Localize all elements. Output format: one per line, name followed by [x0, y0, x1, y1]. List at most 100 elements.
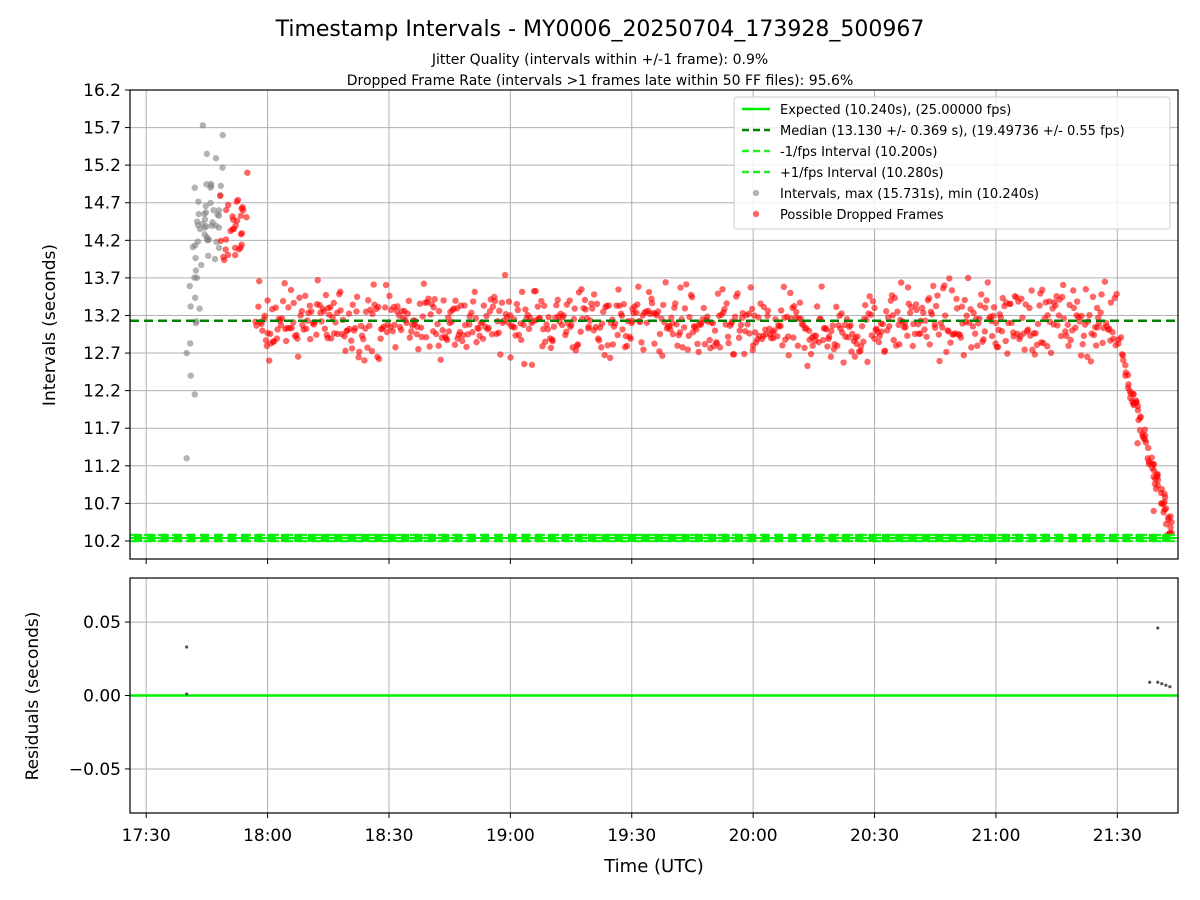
- dropped-frame-point: [1098, 291, 1105, 298]
- dropped-frame-point: [473, 338, 480, 346]
- dropped-frame-point: [238, 205, 245, 212]
- dropped-frame-point: [674, 342, 681, 349]
- dropped-frame-point: [408, 328, 415, 335]
- dropped-frame-point: [862, 301, 869, 309]
- interval-point: [186, 340, 194, 347]
- dropped-frame-point: [1161, 493, 1169, 501]
- expected-marker: [868, 533, 877, 542]
- dropped-frame-point: [977, 302, 984, 309]
- dropped-frame-point: [255, 303, 262, 310]
- expected-marker: [294, 533, 303, 542]
- dropped-frame-point: [383, 328, 391, 336]
- dropped-frame-point: [495, 329, 502, 336]
- dropped-frame-point: [1080, 332, 1088, 339]
- dropped-frame-point: [598, 344, 605, 351]
- dropped-frame-point: [922, 317, 929, 324]
- dropped-frame-point: [755, 314, 762, 321]
- dropped-frame-point: [581, 296, 589, 304]
- dropped-frame-point: [948, 287, 956, 294]
- dropped-frame-point: [785, 333, 792, 340]
- interval-point: [189, 243, 197, 251]
- dropped-frame-point: [451, 341, 459, 348]
- dropped-frame-point: [896, 341, 903, 348]
- dropped-frame-point: [587, 317, 594, 324]
- dropped-frame-point: [928, 311, 936, 318]
- dropped-frame-point: [313, 331, 320, 338]
- dropped-frame-point: [633, 309, 640, 316]
- dropped-frame-point: [894, 308, 901, 315]
- y-tick-label: 0.00: [83, 687, 121, 707]
- dropped-frame-point: [231, 251, 239, 259]
- dropped-frame-point: [256, 277, 263, 285]
- dropped-frame-point: [391, 321, 398, 329]
- x-tick-label: 18:00: [243, 826, 292, 846]
- expected-marker: [467, 533, 476, 542]
- dropped-frame-point: [406, 334, 413, 341]
- dropped-frame-point: [848, 348, 855, 355]
- dropped-frame-point: [764, 307, 772, 314]
- dropped-frame-point: [306, 302, 313, 309]
- dropped-frame-point: [353, 293, 361, 301]
- expected-marker: [521, 533, 530, 542]
- dropped-frame-point: [377, 335, 384, 342]
- dropped-frame-point: [860, 338, 867, 345]
- dropped-frame-point: [620, 300, 628, 308]
- dropped-frame-point: [434, 320, 441, 328]
- expected-marker: [334, 533, 343, 542]
- dropped-frame-point: [829, 322, 836, 329]
- dropped-frame-point: [1153, 470, 1161, 478]
- y-tick-label: 14.2: [83, 231, 121, 251]
- dropped-frame-point: [651, 340, 658, 347]
- dropped-frame-point: [544, 326, 552, 333]
- dropped-frame-point: [420, 280, 428, 287]
- dropped-frame-point: [1026, 304, 1033, 312]
- dropped-frame-point: [398, 326, 405, 334]
- residual-point: [1156, 626, 1160, 630]
- dropped-frame-point: [230, 225, 238, 232]
- dropped-frame-point: [294, 353, 302, 360]
- expected-marker: [507, 533, 516, 542]
- dropped-frame-point: [693, 326, 700, 333]
- expected-marker: [788, 533, 797, 542]
- dropped-frame-point: [222, 236, 230, 243]
- dropped-frame-point: [917, 330, 924, 337]
- dropped-frame-point: [793, 308, 800, 316]
- expected-marker: [267, 533, 276, 542]
- dropped-frame-point: [909, 342, 916, 350]
- dropped-frame-point: [563, 328, 570, 335]
- dropped-frame-point: [824, 343, 831, 350]
- residual-point: [1156, 680, 1160, 684]
- dropped-frame-point: [923, 333, 930, 340]
- dropped-frame-point: [812, 332, 820, 340]
- dropped-frame-point: [833, 303, 840, 311]
- dropped-frame-point: [351, 324, 359, 332]
- dropped-frame-point: [486, 308, 494, 315]
- dropped-frame-point: [471, 288, 478, 296]
- dropped-frame-point: [480, 302, 488, 309]
- dropped-frame-point: [969, 323, 977, 330]
- dropped-frame-point: [536, 314, 543, 322]
- dropped-frame-point: [558, 321, 566, 329]
- dropped-frame-point: [360, 335, 367, 343]
- dropped-frame-point: [1079, 341, 1086, 348]
- dropped-frame-point: [590, 291, 598, 298]
- expected-marker: [1082, 533, 1091, 542]
- dropped-frame-point: [879, 320, 886, 328]
- dropped-frame-point: [1107, 299, 1115, 306]
- dropped-frame-point: [389, 327, 396, 335]
- dropped-frame-point: [496, 307, 503, 315]
- dropped-frame-point: [947, 339, 954, 346]
- dropped-frame-point: [627, 335, 634, 342]
- dropped-frame-point: [435, 307, 443, 315]
- expected-marker: [1162, 533, 1171, 542]
- interval-point: [191, 294, 199, 301]
- dropped-frame-point: [1093, 304, 1101, 312]
- dropped-frame-point: [1122, 362, 1129, 369]
- dropped-frame-point: [303, 325, 310, 332]
- dropped-frame-point: [262, 337, 270, 344]
- dropped-frame-point: [348, 345, 356, 352]
- dropped-frame-point: [1117, 334, 1125, 341]
- dropped-frame-point: [672, 300, 679, 307]
- dropped-frame-point: [439, 327, 446, 334]
